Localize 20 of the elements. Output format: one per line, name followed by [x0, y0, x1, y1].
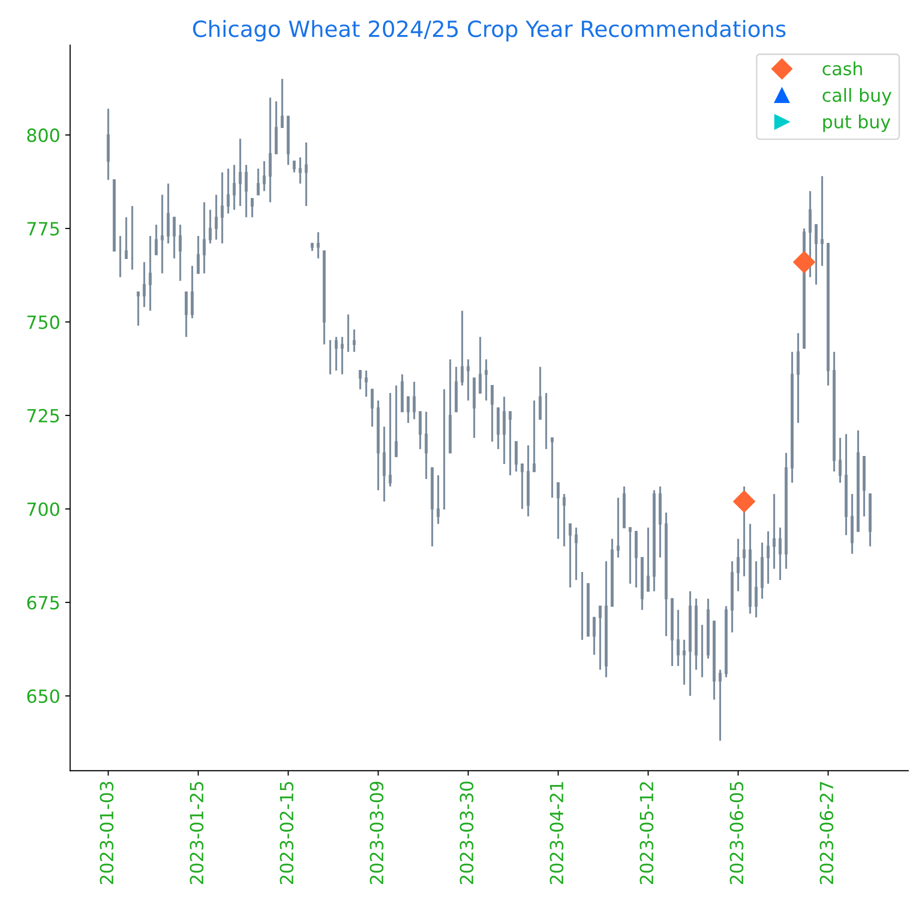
x-tick-label: 2023-03-30	[460, 782, 474, 884]
legend-label: put buy	[823, 114, 890, 132]
y-tick-label: 650	[27, 689, 60, 704]
x-tick-label: 2023-02-15	[280, 782, 294, 884]
y-tick-label: 725	[27, 408, 59, 423]
x-tick-label: 2023-01-25	[190, 782, 204, 884]
y-tick-label: 750	[27, 315, 60, 330]
y-tick-label: 675	[27, 596, 59, 610]
legend-label: cash	[822, 61, 862, 76]
x-tick-label: 2023-05-12	[640, 782, 654, 884]
x-tick-label: 2023-06-05	[730, 782, 744, 884]
x-tick-label: 2023-03-09	[370, 782, 384, 884]
y-tick-label: 700	[27, 502, 60, 516]
x-tick-label: 2023-06-27	[820, 782, 834, 884]
legend-label: call buy	[822, 88, 892, 106]
x-tick-label: 2023-01-03	[100, 782, 114, 884]
chart-title: Chicago Wheat 2024/25 Crop Year Recommendations	[193, 20, 786, 42]
y-tick-label: 775	[27, 222, 59, 236]
y-tick-label: 800	[27, 128, 60, 142]
x-tick-label: 2023-04-21	[550, 782, 564, 884]
